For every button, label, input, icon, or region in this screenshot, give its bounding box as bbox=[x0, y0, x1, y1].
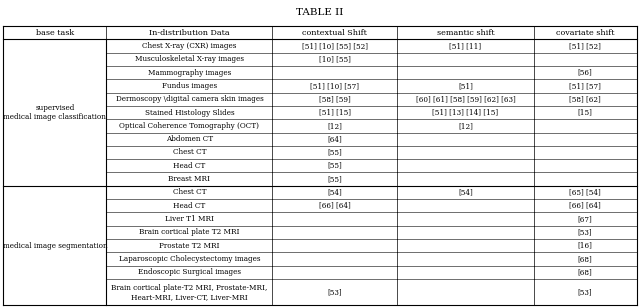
Text: [51]: [51] bbox=[458, 82, 473, 90]
Text: [54]: [54] bbox=[458, 188, 473, 196]
Text: Brain cortical plate-T2 MRI, Prostate-MRI,
Heart-MRI, Liver-CT, Liver-MRI: Brain cortical plate-T2 MRI, Prostate-MR… bbox=[111, 284, 268, 301]
Text: [68]: [68] bbox=[578, 255, 593, 263]
Text: Musculoskeletal X-ray images: Musculoskeletal X-ray images bbox=[135, 55, 244, 63]
Text: Mammography images: Mammography images bbox=[148, 69, 231, 77]
Text: In-distribution Data: In-distribution Data bbox=[149, 29, 230, 37]
Text: Prostate T2 MRI: Prostate T2 MRI bbox=[159, 242, 220, 250]
Text: Optical Coherence Tomography (OCT): Optical Coherence Tomography (OCT) bbox=[120, 122, 259, 130]
Text: [66] [64]: [66] [64] bbox=[319, 202, 351, 210]
Text: [58] [59]: [58] [59] bbox=[319, 95, 351, 103]
Text: [16]: [16] bbox=[578, 242, 593, 250]
Text: Stained Histology Slides: Stained Histology Slides bbox=[145, 109, 234, 117]
Text: [51] [11]: [51] [11] bbox=[449, 42, 481, 50]
Text: covariate shift: covariate shift bbox=[556, 29, 614, 37]
Text: [64]: [64] bbox=[328, 135, 342, 143]
Text: Chest X-ray (CXR) images: Chest X-ray (CXR) images bbox=[142, 42, 237, 50]
Text: [10] [55]: [10] [55] bbox=[319, 55, 351, 63]
Text: Dermoscopy \digital camera skin images: Dermoscopy \digital camera skin images bbox=[116, 95, 263, 103]
Text: Brain cortical plate T2 MRI: Brain cortical plate T2 MRI bbox=[140, 228, 240, 236]
Text: [53]: [53] bbox=[328, 288, 342, 296]
Text: [54]: [54] bbox=[328, 188, 342, 196]
Text: [51] [52]: [51] [52] bbox=[569, 42, 601, 50]
Text: Liver T1 MRI: Liver T1 MRI bbox=[165, 215, 214, 223]
Text: [55]: [55] bbox=[328, 162, 342, 170]
Text: Head CT: Head CT bbox=[173, 202, 205, 210]
Text: Chest CT: Chest CT bbox=[173, 188, 206, 196]
Text: Breast MRI: Breast MRI bbox=[168, 175, 211, 183]
Text: [51] [13] [14] [15]: [51] [13] [14] [15] bbox=[433, 109, 499, 117]
Text: [12]: [12] bbox=[328, 122, 342, 130]
Text: [67]: [67] bbox=[578, 215, 593, 223]
Text: Abdomen CT: Abdomen CT bbox=[166, 135, 213, 143]
Text: Fundus images: Fundus images bbox=[162, 82, 217, 90]
Text: contextual Shift: contextual Shift bbox=[303, 29, 367, 37]
Text: [68]: [68] bbox=[578, 268, 593, 276]
Text: [51] [10] [55] [52]: [51] [10] [55] [52] bbox=[302, 42, 368, 50]
Text: base task: base task bbox=[36, 29, 74, 37]
Text: medical image segmentation: medical image segmentation bbox=[3, 242, 107, 250]
Text: [60] [61] [58] [59] [62] [63]: [60] [61] [58] [59] [62] [63] bbox=[415, 95, 515, 103]
Text: [53]: [53] bbox=[578, 288, 593, 296]
Text: [65] [54]: [65] [54] bbox=[570, 188, 601, 196]
Text: [56]: [56] bbox=[578, 69, 593, 77]
Text: [51] [10] [57]: [51] [10] [57] bbox=[310, 82, 360, 90]
Text: Head CT: Head CT bbox=[173, 162, 205, 170]
Text: [55]: [55] bbox=[328, 175, 342, 183]
Text: [58] [62]: [58] [62] bbox=[570, 95, 601, 103]
Text: [66] [64]: [66] [64] bbox=[570, 202, 601, 210]
Text: Chest CT: Chest CT bbox=[173, 149, 206, 157]
Text: [15]: [15] bbox=[578, 109, 593, 117]
Text: [51] [57]: [51] [57] bbox=[569, 82, 601, 90]
Text: [55]: [55] bbox=[328, 149, 342, 157]
Text: Laparoscopic Cholecystectomy images: Laparoscopic Cholecystectomy images bbox=[119, 255, 260, 263]
Text: supervised
medical image classification: supervised medical image classification bbox=[3, 104, 106, 121]
Text: [53]: [53] bbox=[578, 228, 593, 236]
Text: semantic shift: semantic shift bbox=[436, 29, 494, 37]
Text: TABLE II: TABLE II bbox=[296, 8, 344, 17]
Text: [12]: [12] bbox=[458, 122, 473, 130]
Text: Endoscopic Surgical images: Endoscopic Surgical images bbox=[138, 268, 241, 276]
Text: [51] [15]: [51] [15] bbox=[319, 109, 351, 117]
